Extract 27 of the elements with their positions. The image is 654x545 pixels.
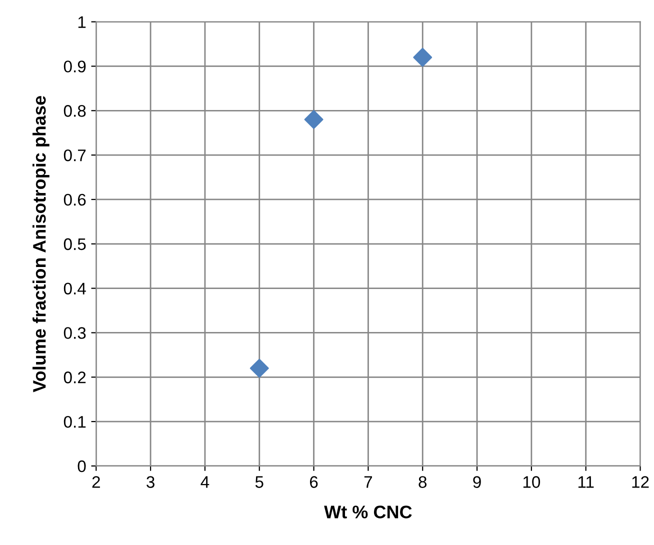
x-tick-label: 6: [310, 476, 318, 488]
y-tick-label: 0.8: [64, 105, 86, 117]
point: [304, 110, 324, 129]
x-tick-label: 7: [364, 476, 372, 488]
y-tick-label: 0.4: [64, 282, 86, 295]
point: [413, 48, 432, 67]
y-tick-label: 0.2: [64, 372, 86, 384]
x-tick-label: 2: [92, 476, 100, 488]
x-tick-label: 5: [255, 476, 264, 488]
x-tick-label: 4: [200, 476, 210, 488]
y-tick-label: 0: [78, 460, 86, 472]
y-tick-label: 0.3: [64, 327, 86, 339]
x-tick-label: 9: [473, 476, 481, 488]
y-tick-label: 0.5: [64, 238, 86, 250]
y-tick-label: 0.1: [64, 416, 86, 428]
point: [250, 358, 269, 378]
x-tick-label: 3: [146, 476, 154, 488]
y-axis-title: Volume fraction Anisotropic phase: [32, 96, 50, 392]
x-tick-label: 11: [578, 476, 594, 488]
y-tick-label: 1: [78, 16, 86, 28]
x-tick-label: 8: [418, 476, 427, 488]
x-axis-title: Wt % CNC: [324, 506, 412, 518]
x-tick-label: 10: [523, 476, 540, 488]
y-tick-label: 0.9: [64, 60, 86, 72]
x-tick-label: 12: [632, 476, 649, 488]
y-tick-label: 0.7: [64, 149, 86, 162]
y-tick-label: 0.6: [64, 194, 86, 206]
